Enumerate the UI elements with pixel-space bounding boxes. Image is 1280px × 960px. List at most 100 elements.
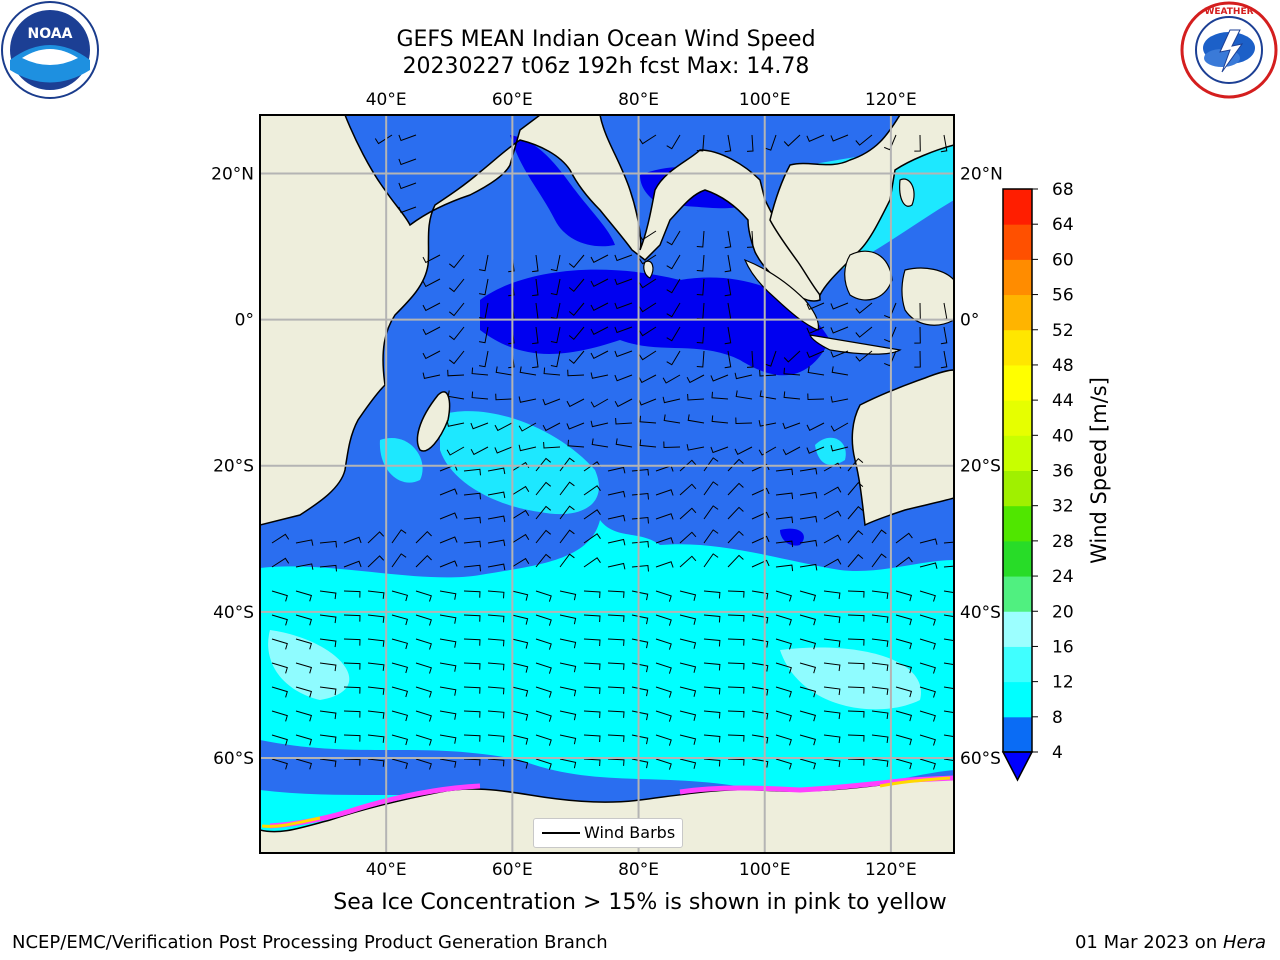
- wind-barb: [542, 398, 561, 406]
- wind-barb: [638, 326, 657, 337]
- wind-barb: [374, 134, 393, 145]
- wind-barb: [463, 492, 481, 500]
- wind-barb: [679, 686, 697, 697]
- lat-label-right: 20°N: [960, 164, 1003, 184]
- wind-barb: [806, 446, 825, 454]
- lon-label-top: 80°E: [618, 90, 659, 110]
- wind-barb: [703, 710, 721, 719]
- colorbar-under-arrow: [1001, 751, 1034, 782]
- wind-barbs: [271, 134, 954, 770]
- wind-barb: [550, 326, 561, 344]
- wind-barb: [631, 590, 649, 601]
- wind-barb: [568, 278, 585, 293]
- wind-barb: [535, 710, 552, 722]
- wind-barb: [607, 562, 626, 570]
- svg-text:WEATHER: WEATHER: [1204, 7, 1253, 17]
- wind-barb: [806, 302, 825, 310]
- wind-barb: [782, 422, 801, 430]
- wind-barb: [919, 538, 938, 545]
- colorbar-tick-label: 16: [1052, 637, 1074, 657]
- wind-barb: [895, 686, 913, 698]
- wind-barb: [559, 758, 577, 769]
- colorbar-tick-label: 28: [1052, 532, 1074, 552]
- wind-barb: [495, 393, 513, 401]
- wind-barb: [391, 662, 409, 674]
- wind-barb: [638, 278, 657, 289]
- wind-barb: [614, 278, 633, 286]
- wind-barb: [799, 758, 817, 770]
- wind-barb: [631, 662, 649, 673]
- wind-barb: [607, 710, 625, 718]
- wind-barb: [607, 638, 625, 646]
- wind-barb: [590, 254, 609, 263]
- lat-label-left: 40°S: [213, 603, 254, 623]
- wind-barb: [655, 710, 672, 722]
- wind-barb: [940, 134, 948, 153]
- wind-barb: [511, 710, 529, 721]
- wind-barb: [679, 734, 697, 745]
- wind-barb: [655, 489, 674, 496]
- wind-barb: [751, 686, 769, 696]
- wind-barb: [415, 710, 432, 722]
- wind-barb: [559, 590, 577, 601]
- wind-barb: [775, 614, 792, 626]
- southeast-asia: [769, 115, 954, 297]
- madagascar: [416, 391, 451, 452]
- wind-barb: [919, 638, 936, 650]
- wind-barb: [448, 302, 465, 317]
- wind-barb: [679, 614, 697, 625]
- wind-barb: [871, 758, 889, 767]
- wind-barb: [391, 710, 409, 722]
- wind-barb: [703, 505, 719, 520]
- wind-patch-nw-australia: [815, 437, 846, 465]
- wind-barb: [638, 350, 657, 361]
- wind-barb: [666, 254, 681, 270]
- wind-barb: [727, 686, 745, 694]
- wind-barb: [607, 538, 626, 546]
- wind-barb: [631, 638, 649, 649]
- wind-barb: [679, 483, 697, 496]
- wind-barb: [319, 638, 337, 648]
- wind-barb: [568, 302, 585, 317]
- footer-date-text: 01 Mar 2023 on: [1074, 932, 1223, 953]
- wind-barb: [847, 686, 865, 694]
- wind-barb: [487, 710, 505, 719]
- colorbar-tick-label: 20: [1052, 602, 1074, 622]
- wind-barb: [439, 488, 458, 496]
- wind-barb: [943, 638, 954, 642]
- colorbar-segment: [1003, 329, 1032, 366]
- wind-barb: [855, 302, 873, 314]
- wind-barb: [487, 614, 505, 623]
- colorbar-tick-label: 40: [1052, 426, 1074, 446]
- wind-barb: [487, 515, 506, 523]
- wind-barb: [871, 590, 889, 599]
- wind-patch-trades: [379, 438, 423, 483]
- wind-barb: [735, 417, 753, 425]
- wind-barb: [583, 590, 601, 599]
- wind-barb: [295, 710, 313, 722]
- wind-barb: [568, 326, 585, 341]
- wind-barb: [655, 686, 672, 698]
- wind-barb: [550, 254, 561, 272]
- wind-barb: [703, 481, 719, 496]
- wind-barb: [775, 540, 794, 548]
- wind-barb: [662, 374, 681, 384]
- wind-barb: [487, 662, 505, 671]
- wind-barb: [463, 540, 481, 548]
- wind-barb: [398, 182, 417, 190]
- wind-barb: [943, 710, 954, 714]
- wind-barb: [703, 553, 719, 568]
- wind-barb: [751, 511, 770, 520]
- wind-barb: [535, 638, 552, 650]
- wind-barb: [631, 734, 649, 745]
- wind-barb: [590, 326, 609, 335]
- wind-barb: [487, 734, 505, 743]
- wind-barb: [638, 302, 657, 313]
- wind-barb: [583, 710, 601, 719]
- sea-ice-edge: [679, 775, 954, 795]
- wind-barb: [655, 662, 672, 674]
- wind-barb: [343, 710, 361, 718]
- wind-barb: [568, 350, 585, 365]
- wind-barb: [631, 614, 649, 625]
